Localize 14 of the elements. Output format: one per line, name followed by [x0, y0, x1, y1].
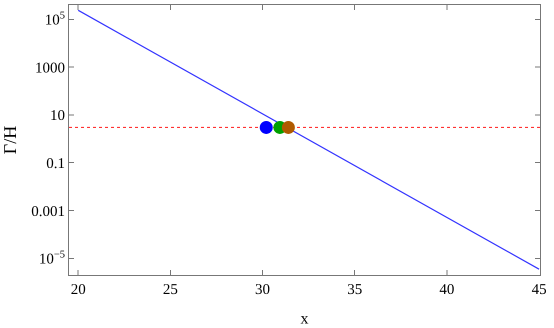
x-tick-label: 25	[162, 282, 178, 298]
y-tick-label: 0.1	[46, 156, 65, 172]
x-tick-label: 30	[255, 282, 270, 298]
y-axis-title: Γ/H	[0, 126, 20, 154]
y-tick-label: 1000	[35, 60, 65, 76]
x-axis-title: x	[300, 310, 308, 328]
y-tick-label: 0.001	[31, 204, 65, 220]
x-tick-label: 35	[347, 282, 362, 298]
x-tick-label: 40	[439, 282, 454, 298]
x-tick-label: 20	[70, 282, 86, 298]
x-tick-label: 45	[532, 282, 547, 298]
y-tick-label: 10$^{−5}$	[38, 249, 65, 268]
y-tick-label: 10	[50, 108, 65, 124]
y-tick-label: 10$^{5}$	[44, 10, 65, 29]
